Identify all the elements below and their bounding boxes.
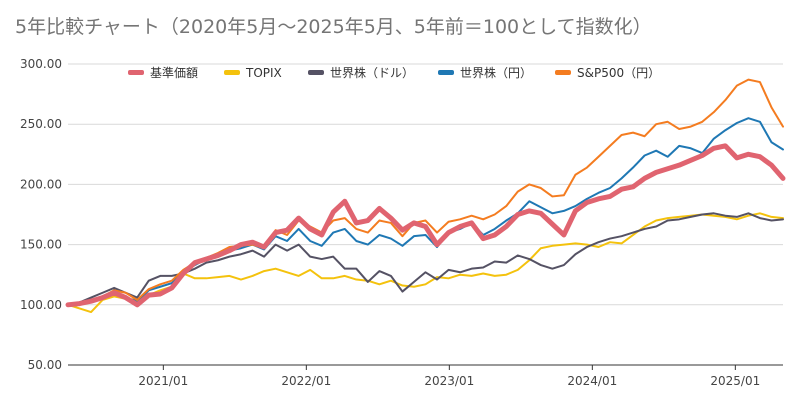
x-tick-label: 2023/01 xyxy=(424,374,474,388)
legend-label-3: 世界株（円） xyxy=(460,65,532,80)
legend-swatch-2 xyxy=(308,70,324,75)
legend-label-0: 基準価額 xyxy=(150,65,198,80)
x-tick-label: 2022/01 xyxy=(281,374,331,388)
legend-label-2: 世界株（ドル） xyxy=(330,65,414,80)
y-tick-label: 150.00 xyxy=(20,238,62,252)
y-tick-label: 50.00 xyxy=(28,358,62,372)
series-lines xyxy=(65,78,786,314)
x-tick-label: 2025/01 xyxy=(710,374,760,388)
y-tick-label: 200.00 xyxy=(20,177,62,191)
x-tick-label: 2024/01 xyxy=(567,374,617,388)
legend-swatch-4 xyxy=(555,70,571,75)
y-tick-label: 250.00 xyxy=(20,117,62,131)
x-tick-label: 2021/01 xyxy=(138,374,188,388)
y-tick-label: 100.00 xyxy=(20,298,62,312)
legend-swatch-1 xyxy=(224,70,240,75)
y-tick-label: 300.00 xyxy=(20,57,62,71)
series-line-4 xyxy=(67,78,784,306)
legend: 基準価額 TOPIX 世界株（ドル） 世界株（円） S&P500（円） xyxy=(128,65,660,80)
x-axis: 2021/01 2022/01 2023/01 2024/01 2025/01 xyxy=(68,364,783,388)
legend-label-1: TOPIX xyxy=(245,66,282,80)
legend-label-4: S&P500（円） xyxy=(577,66,660,80)
legend-swatch-0 xyxy=(128,70,144,75)
series-line-1 xyxy=(67,212,784,314)
y-axis: 50.00 100.00 150.00 200.00 250.00 300.00 xyxy=(20,57,62,372)
legend-swatch-3 xyxy=(438,70,454,75)
grid-lines xyxy=(68,63,783,306)
series-line-0 xyxy=(65,143,786,308)
chart-title: 5年比較チャート（2020年5月〜2025年5月、5年前＝100として指数化） xyxy=(15,16,652,38)
